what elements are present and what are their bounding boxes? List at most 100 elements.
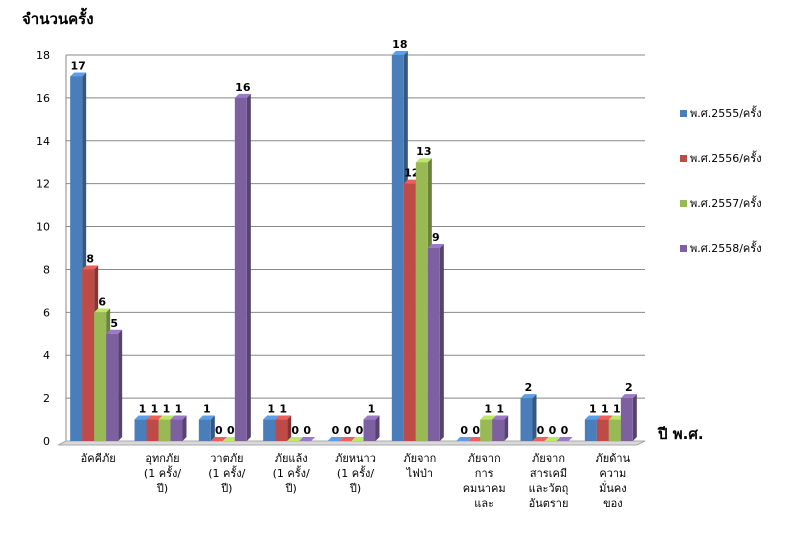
- bar-side: [287, 415, 292, 441]
- data-label: 0: [303, 424, 311, 437]
- data-label: 0: [332, 424, 340, 437]
- data-label: 0: [356, 424, 364, 437]
- x-tick-label: และวัตถุ: [529, 482, 569, 495]
- bar-top: [170, 415, 187, 420]
- bar-top: [492, 415, 509, 420]
- data-label: 0: [291, 424, 299, 437]
- x-tick-label: ไฟป่า: [406, 467, 433, 480]
- bar-top: [620, 394, 637, 399]
- data-label: 5: [110, 317, 118, 330]
- bar-top: [275, 415, 292, 420]
- legend-label: พ.ศ.2556/ครั้ง: [690, 150, 762, 165]
- data-label: 2: [525, 381, 533, 394]
- data-label: 0: [561, 424, 569, 437]
- bar-top: [584, 415, 601, 420]
- bar: [198, 419, 211, 441]
- data-label: 1: [496, 403, 504, 416]
- legend-label: พ.ศ.2555/ครั้ง: [690, 105, 762, 120]
- bar: [82, 269, 95, 441]
- x-tick-label: อันตราย: [529, 497, 569, 510]
- bar-top: [544, 437, 561, 441]
- bar-top: [363, 415, 380, 420]
- data-label: 0: [472, 424, 480, 437]
- data-label: 1: [589, 403, 597, 416]
- x-tick-label: วาตภัย: [210, 452, 243, 465]
- y-tick-label: 18: [36, 49, 50, 62]
- bar: [363, 419, 376, 441]
- legend-swatch: [680, 200, 687, 207]
- x-tick-label: และ: [474, 497, 494, 510]
- data-label: 6: [98, 295, 106, 308]
- chart-floor: [57, 440, 646, 446]
- y-tick-label: 8: [43, 263, 50, 276]
- x-tick-label: สารเคมี: [530, 467, 567, 480]
- y-tick-label: 4: [43, 349, 50, 362]
- bar-top: [327, 437, 344, 441]
- y-axis-title: จำนวนครั้ง: [22, 7, 94, 28]
- data-label: 0: [549, 424, 557, 437]
- data-label: 13: [416, 145, 431, 158]
- data-label: 18: [392, 38, 407, 51]
- bar-side: [439, 244, 444, 441]
- bar-top: [234, 93, 251, 98]
- data-label: 8: [86, 252, 94, 265]
- x-tick-label: ภัยหนาว: [335, 452, 376, 465]
- bar: [94, 312, 107, 441]
- bar-side: [532, 394, 537, 441]
- bar-top: [415, 158, 432, 163]
- x-tick-label: การ: [475, 467, 494, 480]
- bar: [275, 419, 288, 441]
- x-tick-label: ปี): [156, 482, 168, 495]
- bar-top: [134, 415, 151, 420]
- data-label: 1: [139, 403, 147, 416]
- bar: [608, 419, 621, 441]
- bar-top: [94, 308, 111, 313]
- bar-top: [480, 415, 497, 420]
- bar-top: [556, 437, 573, 441]
- y-tick-label: 14: [36, 135, 50, 148]
- y-tick-label: 6: [43, 306, 50, 319]
- bar-top: [456, 437, 473, 441]
- x-tick-label: ปี): [284, 482, 296, 495]
- bar-side: [375, 415, 380, 441]
- bar-top: [158, 415, 175, 420]
- bar-top: [339, 437, 356, 441]
- y-tick-label: 16: [36, 92, 50, 105]
- x-tick-label: (1 ครั้ง/: [337, 465, 374, 480]
- data-label: 16: [235, 81, 251, 94]
- bar: [134, 419, 147, 441]
- bar: [70, 76, 83, 441]
- x-tick-label: ภัยจาก: [403, 452, 436, 465]
- x-tick-label: ภัยจาก: [532, 452, 565, 465]
- x-tick-label: ภัยจาก: [468, 452, 501, 465]
- x-tick-label: อุทกภัย: [145, 452, 179, 465]
- data-label: 0: [460, 424, 468, 437]
- data-label: 1: [267, 403, 275, 416]
- data-label: 0: [537, 424, 545, 437]
- data-label: 1: [484, 403, 492, 416]
- bar: [427, 248, 440, 441]
- x-tick-label: (1 ครั้ง/: [273, 465, 310, 480]
- bar-top: [263, 415, 280, 420]
- bar-side: [504, 415, 509, 441]
- data-label: 1: [203, 403, 211, 416]
- bar: [106, 333, 119, 441]
- x-tick-label: ปี): [349, 482, 361, 495]
- bar-side: [118, 329, 123, 441]
- bar-top: [70, 72, 87, 77]
- bar: [492, 419, 505, 441]
- bar-top: [427, 244, 444, 248]
- bar: [170, 419, 183, 441]
- bar-top: [106, 329, 123, 334]
- bar: [158, 419, 171, 441]
- data-label: 12: [404, 167, 419, 180]
- bar-side: [182, 415, 187, 441]
- y-tick-label: 12: [36, 178, 50, 191]
- data-label: 17: [71, 59, 86, 72]
- bar-side: [210, 415, 215, 441]
- data-label: 0: [344, 424, 352, 437]
- bar-top: [146, 415, 163, 420]
- data-label: 0: [227, 424, 235, 437]
- bar-top: [299, 437, 316, 441]
